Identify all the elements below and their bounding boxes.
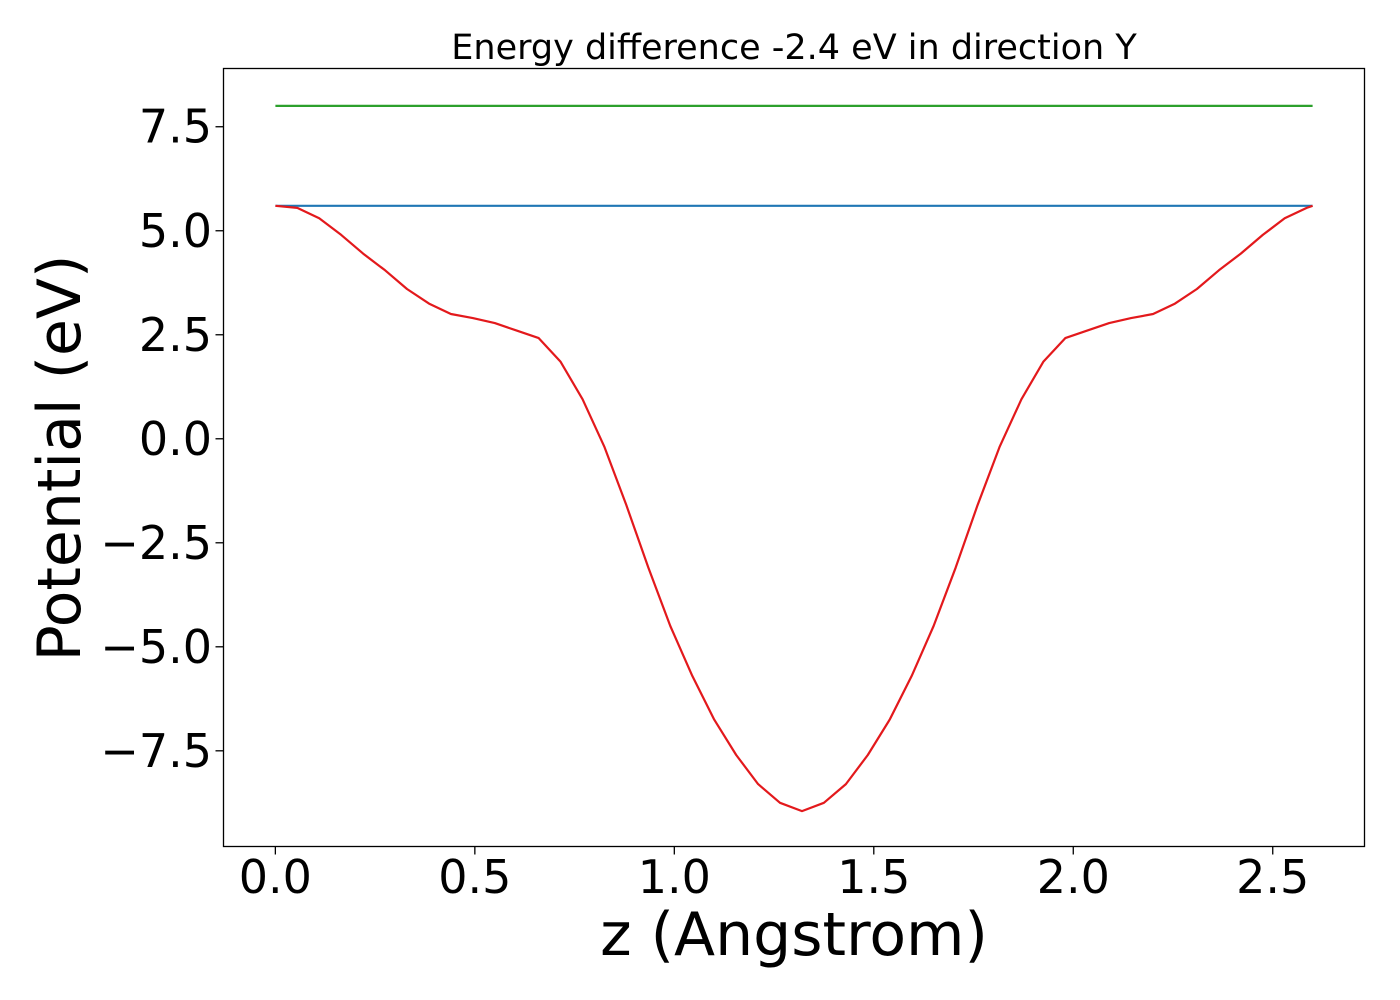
x-tick-label: 0.5: [438, 850, 511, 904]
plot-frame: [222, 67, 1366, 848]
y-axis-ticks: 7.5 5.0 2.5 0.0 −2.5 −5.0 −7.5: [100, 100, 224, 778]
series-layer: [275, 104, 1313, 813]
x-axis-label: z (Angstrom): [600, 900, 988, 970]
x-tick-label: 1.0: [638, 850, 711, 904]
y-tick-label: 2.5: [139, 308, 212, 362]
y-tick-label: 0.0: [139, 412, 212, 466]
y-axis-label: Potential (eV): [25, 255, 95, 662]
x-tick-label: 2.0: [1037, 850, 1110, 904]
x-tick-label: 2.5: [1236, 850, 1309, 904]
x-axis-ticks: 0.0 0.5 1.0 1.5 2.0 2.5: [239, 846, 1309, 904]
y-tick-label: 7.5: [139, 100, 212, 154]
y-tick-label: 5.0: [139, 204, 212, 258]
chart-title: Energy difference -2.4 eV in direction Y: [451, 28, 1137, 68]
y-tick-label: −7.5: [100, 724, 212, 778]
x-tick-label: 1.5: [837, 850, 910, 904]
y-tick-label: −2.5: [100, 516, 212, 570]
y-tick-label: −5.0: [100, 620, 212, 674]
x-tick-label: 0.0: [239, 850, 312, 904]
series-line-2: [275, 204, 1313, 813]
